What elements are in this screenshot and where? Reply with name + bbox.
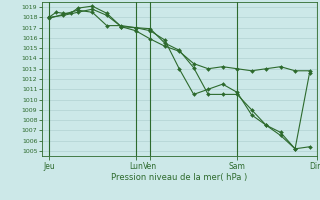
X-axis label: Pression niveau de la mer( hPa ): Pression niveau de la mer( hPa ) xyxy=(111,173,247,182)
